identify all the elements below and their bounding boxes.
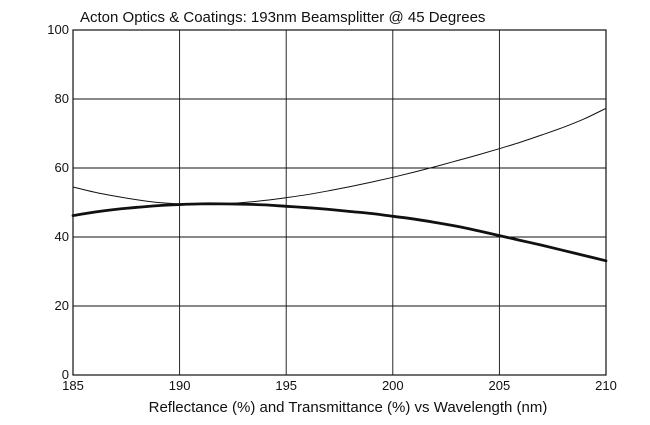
x-tick-label: 205 bbox=[489, 378, 511, 393]
y-tick-label: 20 bbox=[55, 298, 69, 313]
grid bbox=[72, 29, 607, 376]
y-tick-label: 40 bbox=[55, 229, 69, 244]
series-line-1 bbox=[72, 107, 607, 205]
chart-title: Acton Optics & Coatings: 193nm Beamsplit… bbox=[80, 9, 485, 26]
x-tick-label: 195 bbox=[275, 378, 297, 393]
x-axis-label: Reflectance (%) and Transmittance (%) vs… bbox=[149, 399, 548, 416]
y-tick-label: 0 bbox=[62, 367, 69, 382]
y-tick-label: 60 bbox=[55, 160, 69, 175]
series-lines bbox=[71, 107, 608, 263]
x-tick-labels: 185 190 195 200 205 210 bbox=[62, 378, 617, 393]
plot-frame bbox=[72, 29, 607, 376]
x-tick-label: 210 bbox=[595, 378, 617, 393]
series-line-2 bbox=[71, 202, 608, 263]
y-tick-label: 100 bbox=[47, 22, 69, 37]
y-tick-labels: 0 20 40 60 80 100 bbox=[47, 22, 69, 382]
x-tick-label: 190 bbox=[169, 378, 191, 393]
x-tick-label: 200 bbox=[382, 378, 404, 393]
x-tick-label: 185 bbox=[62, 378, 84, 393]
y-tick-label: 80 bbox=[55, 91, 69, 106]
